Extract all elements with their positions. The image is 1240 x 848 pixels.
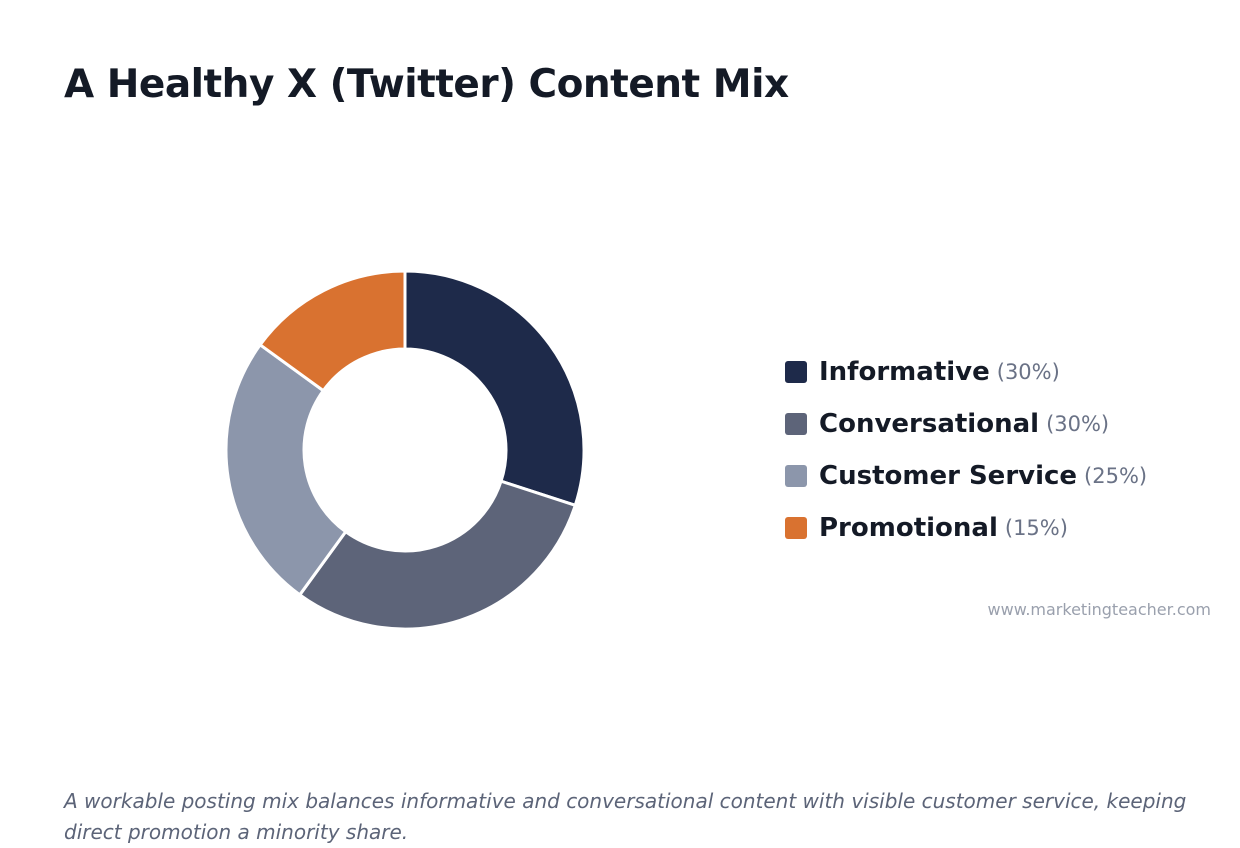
donut-slices bbox=[224, 269, 586, 631]
legend-swatch bbox=[785, 517, 807, 539]
donut-slice-customer-service bbox=[224, 343, 348, 597]
legend-item-customer-service: Customer Service (25%) bbox=[785, 450, 1147, 502]
donut-slice-informative bbox=[403, 269, 586, 507]
legend-item-informative: Informative (30%) bbox=[785, 346, 1147, 398]
donut-slice-conversational bbox=[298, 479, 577, 631]
legend-percent: (30%) bbox=[1046, 412, 1110, 436]
legend-label: Customer Service bbox=[819, 461, 1078, 491]
legend-percent: (30%) bbox=[996, 360, 1060, 384]
legend-percent: (25%) bbox=[1084, 464, 1148, 488]
donut-slice-promotional bbox=[258, 269, 407, 393]
legend-item-promotional: Promotional (15%) bbox=[785, 502, 1147, 554]
legend-label: Promotional bbox=[819, 513, 998, 543]
legend-swatch bbox=[785, 361, 807, 383]
chart-caption: A workable posting mix balances informat… bbox=[64, 789, 1187, 844]
legend-label: Conversational bbox=[819, 409, 1040, 439]
legend-swatch bbox=[785, 413, 807, 435]
legend-percent: (15%) bbox=[1004, 516, 1068, 540]
source-credit: www.marketingteacher.com bbox=[987, 600, 1211, 619]
legend-label: Informative bbox=[819, 357, 990, 387]
legend: Informative (30%) Conversational (30%) C… bbox=[785, 346, 1147, 554]
legend-swatch bbox=[785, 465, 807, 487]
chart-title: A Healthy X (Twitter) Content Mix bbox=[64, 62, 789, 107]
legend-item-conversational: Conversational (30%) bbox=[785, 398, 1147, 450]
